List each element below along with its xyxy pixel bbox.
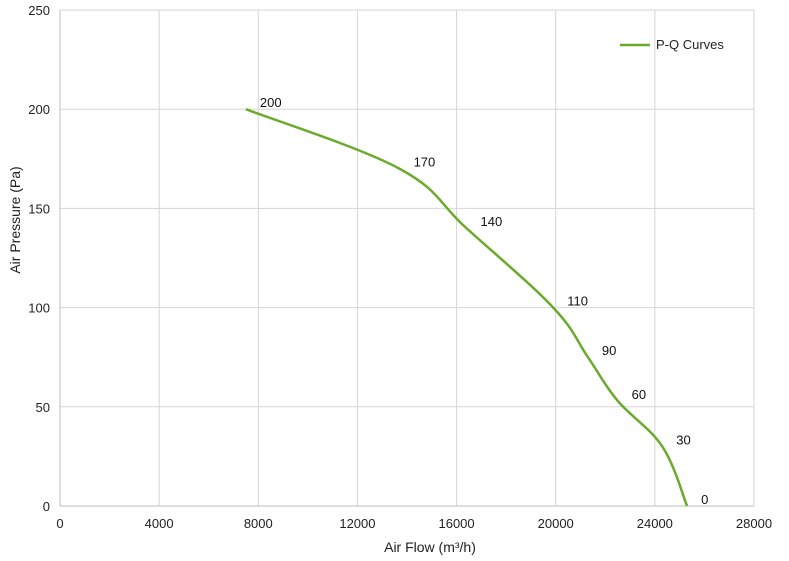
x-tick-label: 4000 xyxy=(145,516,174,531)
y-axis-title: Air Pressure (Pa) xyxy=(7,166,23,273)
series-layer xyxy=(245,108,689,507)
y-tick-label: 50 xyxy=(36,400,50,415)
x-axis-title: Air Flow (m³/h) xyxy=(384,539,476,555)
data-label: 90 xyxy=(602,343,616,358)
x-tick-label: 8000 xyxy=(244,516,273,531)
y-tick-label: 250 xyxy=(28,3,50,18)
legend: P-Q Curves xyxy=(620,37,724,52)
data-labels: 200 170 140 110 90 60 30 0 xyxy=(260,95,708,507)
data-label: 30 xyxy=(676,432,690,447)
y-tick-label: 0 xyxy=(43,499,50,514)
y-tick-label: 100 xyxy=(28,301,50,316)
x-tick-label: 24000 xyxy=(637,516,673,531)
y-tick-label: 200 xyxy=(28,102,50,117)
legend-label-p-q-curves: P-Q Curves xyxy=(656,37,724,52)
data-label: 140 xyxy=(480,214,502,229)
grid xyxy=(59,9,755,507)
data-label: 0 xyxy=(701,492,708,507)
x-tick-label: 12000 xyxy=(339,516,375,531)
axes: 0 4000 8000 12000 16000 20000 24000 28000 0 50 100… xyxy=(28,3,772,531)
y-tick-label: 150 xyxy=(28,201,50,216)
data-label: 170 xyxy=(414,155,436,170)
series-line-p-q-curves xyxy=(245,108,689,507)
x-tick-label: 28000 xyxy=(736,516,772,531)
x-tick-label: 0 xyxy=(56,516,63,531)
x-tick-label: 20000 xyxy=(538,516,574,531)
data-label: 60 xyxy=(632,387,646,402)
data-label: 110 xyxy=(567,294,588,309)
x-tick-label: 16000 xyxy=(438,516,474,531)
data-label: 200 xyxy=(260,95,282,110)
